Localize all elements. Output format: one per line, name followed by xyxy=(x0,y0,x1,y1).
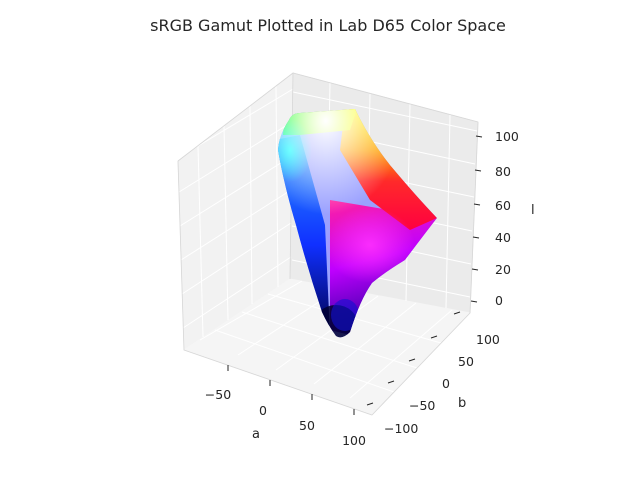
z-tick-label: 40 xyxy=(495,230,511,245)
y-tick-label: 50 xyxy=(458,354,474,369)
z-tick-label: 100 xyxy=(495,129,519,144)
y-tick-label: 100 xyxy=(476,332,500,347)
z-tick-labels: 100 80 60 40 20 0 xyxy=(495,129,519,308)
chart-title: sRGB Gamut Plotted in Lab D65 Color Spac… xyxy=(150,16,506,35)
y-tick-label: −50 xyxy=(409,398,435,413)
y-tick-labels: 100 50 0 −50 −100 xyxy=(384,332,500,436)
z-tick-label: 20 xyxy=(495,262,511,277)
y-tick-label: 0 xyxy=(442,376,450,391)
tick-marks xyxy=(227,135,483,415)
y-axis-label: b xyxy=(458,396,466,411)
z-tick-label: 0 xyxy=(495,293,503,308)
y-tick-label: −100 xyxy=(384,421,418,436)
z-tick-label: 80 xyxy=(495,164,511,179)
x-axis-label: a xyxy=(252,427,260,442)
z-axis-label: l xyxy=(531,203,535,218)
z-tick-label: 60 xyxy=(495,198,511,213)
x-tick-label: −50 xyxy=(205,387,231,402)
x-tick-label: 100 xyxy=(342,433,366,448)
x-tick-label: 0 xyxy=(259,403,267,418)
x-tick-labels: −50 0 50 100 xyxy=(205,387,366,448)
x-tick-label: 50 xyxy=(299,418,315,433)
